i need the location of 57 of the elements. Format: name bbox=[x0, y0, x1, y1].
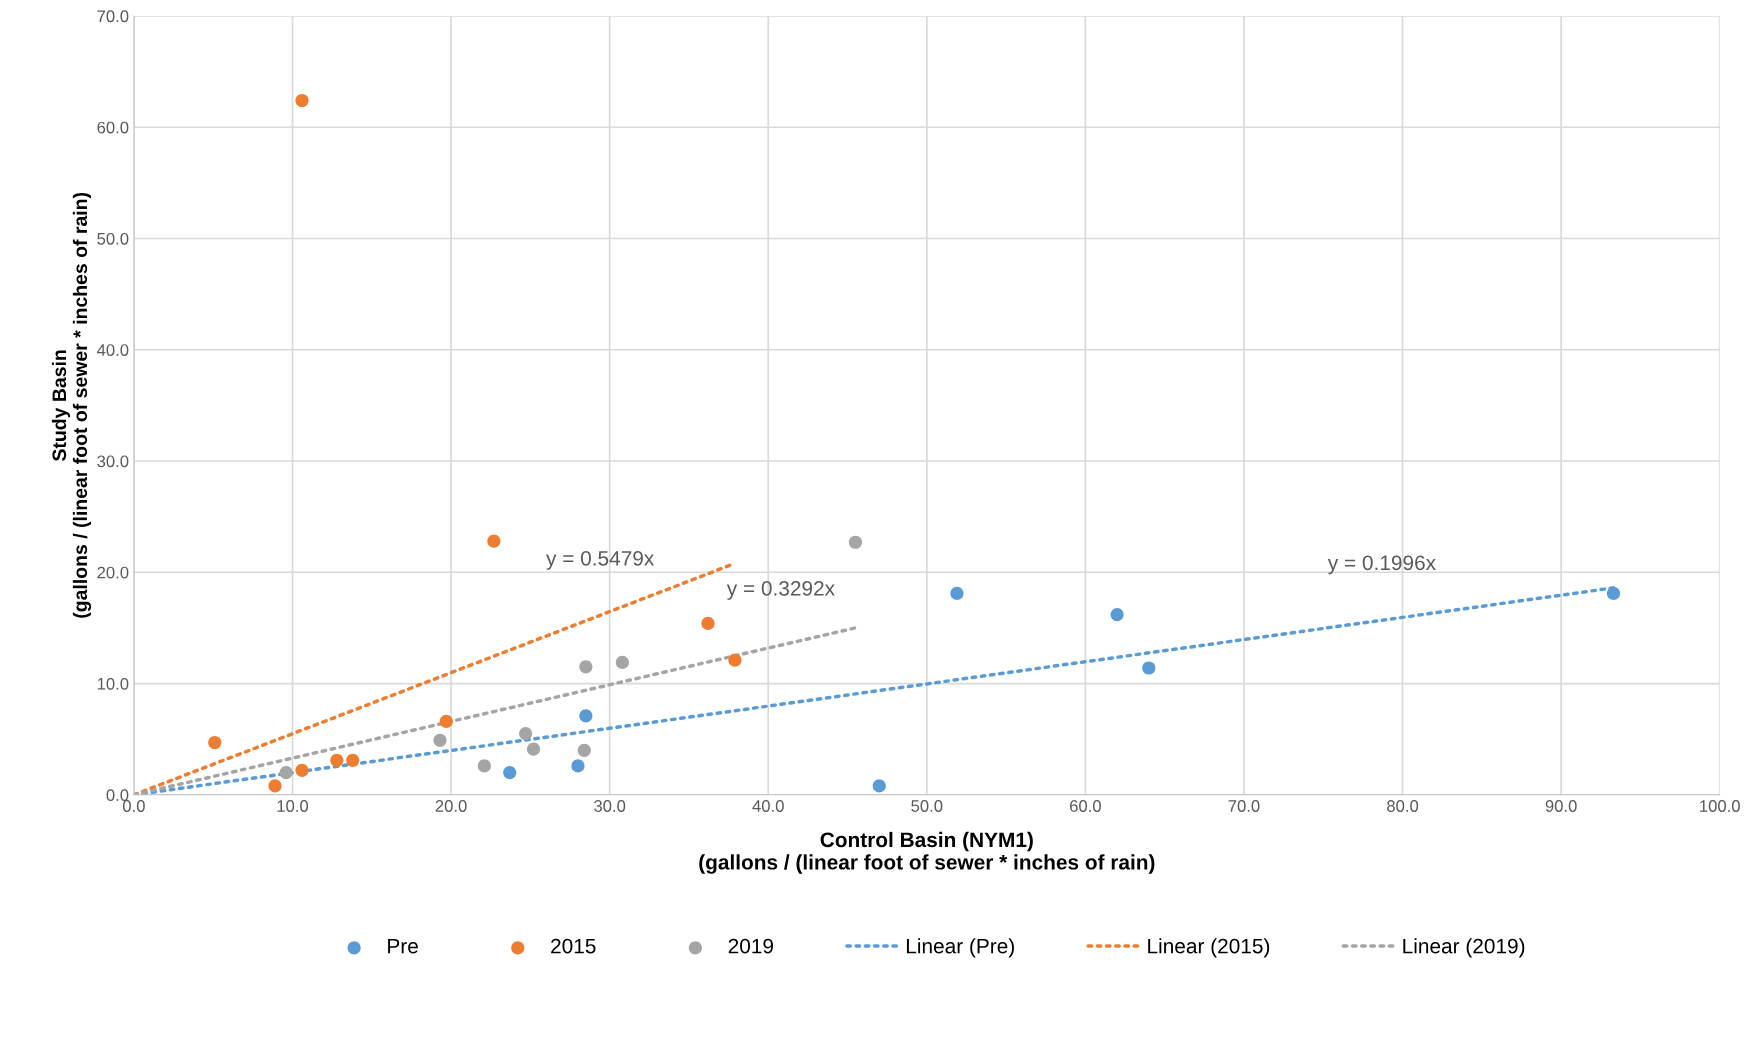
point bbox=[579, 709, 593, 723]
point bbox=[571, 759, 585, 773]
x-tick-label: 80.0 bbox=[1387, 800, 1419, 812]
annotation: y = 0.5479x bbox=[546, 550, 655, 570]
legend-label: Linear (2019) bbox=[1403, 938, 1525, 958]
y-tick-label: 30.0 bbox=[97, 455, 129, 468]
x-tick-label: 60.0 bbox=[1070, 800, 1101, 812]
point bbox=[346, 753, 360, 767]
y-tick-label: 40.0 bbox=[97, 344, 129, 356]
point bbox=[950, 586, 964, 601]
point bbox=[701, 616, 715, 631]
point bbox=[577, 743, 591, 757]
legend-label: Linear (Pre) bbox=[906, 938, 1014, 958]
y-tick-label: 10.0 bbox=[97, 677, 129, 690]
point bbox=[579, 660, 593, 674]
point bbox=[439, 714, 453, 728]
point bbox=[208, 735, 222, 750]
point bbox=[1110, 607, 1124, 622]
legend-label: 2015 bbox=[551, 938, 596, 954]
point bbox=[519, 727, 533, 741]
point bbox=[1142, 661, 1156, 675]
x-tick-label: 30.0 bbox=[594, 800, 626, 812]
y-tick-label: 60.0 bbox=[97, 121, 129, 134]
point bbox=[279, 765, 293, 780]
point bbox=[487, 534, 501, 548]
x-tick-label: 50.0 bbox=[911, 800, 943, 812]
point bbox=[330, 753, 344, 767]
y-tick-label: 50.0 bbox=[97, 232, 129, 245]
point bbox=[526, 742, 541, 756]
x-tick-label: 90.0 bbox=[1545, 800, 1577, 812]
legend-label: Pre bbox=[388, 938, 418, 954]
annotation: y = 0.3292x bbox=[726, 581, 835, 600]
point bbox=[295, 763, 309, 777]
point bbox=[615, 655, 629, 669]
point bbox=[503, 765, 517, 780]
point bbox=[268, 779, 282, 793]
point bbox=[433, 733, 447, 747]
x-tick-label: 20.0 bbox=[435, 800, 467, 812]
legend-label: Linear (2015) bbox=[1148, 938, 1270, 958]
y-axis-title: Study Basin (gallons / (linear foot of sewer * inches of rain) bbox=[51, 192, 92, 618]
x-tick-label: 100.0 bbox=[1700, 800, 1740, 812]
x-tick-label: 0.0 bbox=[122, 800, 145, 812]
point bbox=[872, 779, 886, 793]
point bbox=[728, 653, 742, 667]
y-tick-label: 20.0 bbox=[97, 566, 129, 579]
point bbox=[848, 535, 863, 549]
legend-label: 2019 bbox=[728, 938, 774, 954]
x-tick-label: 10.0 bbox=[277, 800, 309, 812]
point bbox=[1606, 586, 1621, 601]
y-tick-label: 0.0 bbox=[106, 789, 129, 802]
x-tick-label: 70.0 bbox=[1228, 800, 1260, 812]
x-tick-label: 40.0 bbox=[752, 800, 784, 812]
y-tick-label: 70.0 bbox=[97, 10, 129, 23]
annotation: y = 0.1996x bbox=[1327, 555, 1436, 575]
x-axis-title: Control Basin (NYM1) (gallons / (linear foot of sewer * inches of rain) bbox=[699, 831, 1155, 874]
point bbox=[295, 93, 309, 108]
point bbox=[477, 759, 491, 773]
